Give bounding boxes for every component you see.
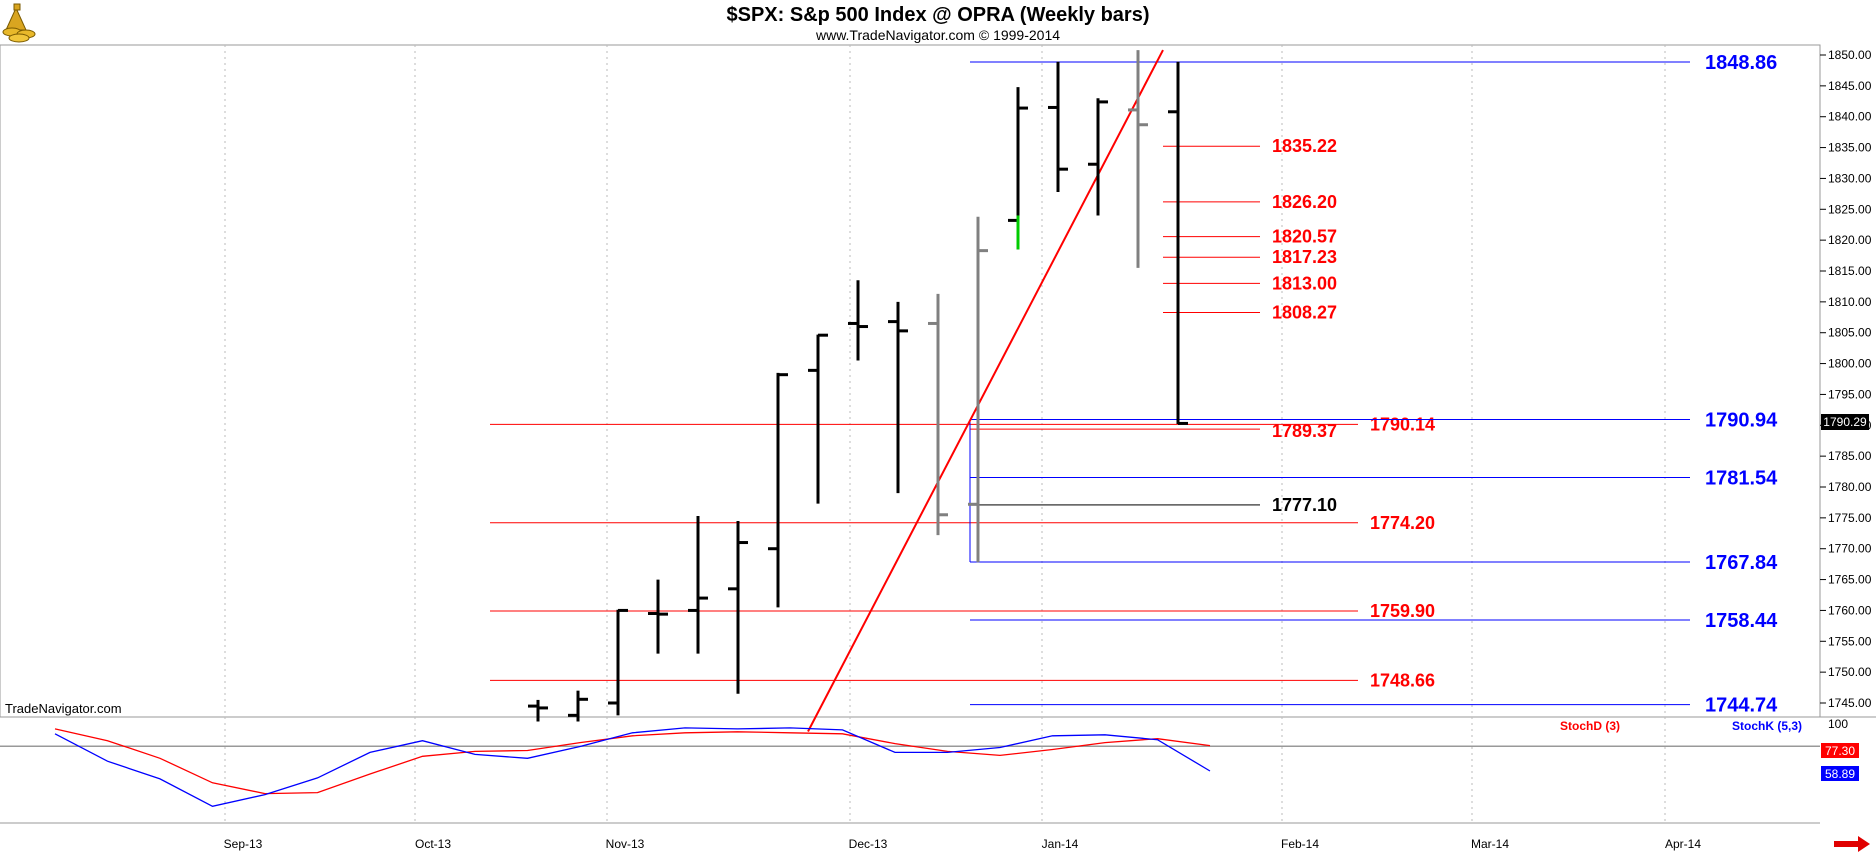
y-tick-label: 1750.00 (1828, 665, 1872, 679)
ohlc-bar (1088, 98, 1108, 216)
ohlc-bar (688, 516, 708, 654)
y-tick-label: 1810.00 (1828, 295, 1872, 309)
blue-level-label: 1744.74 (1705, 695, 1778, 717)
ohlc-bar (648, 579, 668, 654)
stochk-value: 58.89 (1825, 767, 1855, 781)
ohlc-bar (888, 301, 908, 494)
y-tick-label: 1770.00 (1828, 542, 1872, 556)
price-bars (528, 50, 1188, 722)
blue-level-label: 1781.54 (1705, 467, 1778, 489)
y-tick-label: 1845.00 (1828, 79, 1872, 93)
red-level-label: 1826.20 (1272, 192, 1337, 212)
y-tick-label: 1820.00 (1828, 233, 1872, 247)
x-tick-label: Apr-14 (1665, 837, 1701, 851)
ohlc-bar (608, 608, 628, 716)
chart-title: $SPX: S&p 500 Index @ OPRA (Weekly bars) (727, 4, 1150, 26)
red-level-label: 1759.90 (1370, 601, 1435, 621)
ohlc-bar (848, 280, 868, 361)
y-tick-label: 1835.00 (1828, 141, 1872, 155)
y-tick-label: 1805.00 (1828, 326, 1872, 340)
date-axis: Sep-13 Oct-13 Nov-13 Dec-13 Jan-14 Feb-14 Mar-… (224, 837, 1702, 851)
ohlc-bar (928, 293, 948, 536)
red-level-label: 1813.00 (1272, 273, 1337, 293)
red-level-label: 1748.66 (1370, 670, 1435, 690)
y-tick-label: 1755.00 (1828, 634, 1872, 648)
y-tick-label: 1815.00 (1828, 264, 1872, 278)
y-tick-label: 1850.00 (1828, 48, 1872, 62)
ohlc-bar (1048, 61, 1068, 193)
ohlc-bar (968, 216, 988, 563)
blue-level-label: 1758.44 (1705, 610, 1778, 632)
gold-coins-scale-logo-icon (2, 3, 36, 43)
y-tick-label: 1765.00 (1828, 573, 1872, 587)
stochk-line (54, 727, 1211, 807)
y-tick-label: 1830.00 (1828, 171, 1872, 185)
y-tick-label: 1785.00 (1828, 449, 1872, 463)
y-tick-label: 1760.00 (1828, 603, 1872, 617)
chart-subtitle: www.TradeNavigator.com © 1999-2014 (815, 27, 1060, 43)
ohlc-bar (808, 333, 828, 504)
blue-level-label: 1848.86 (1705, 52, 1777, 74)
last-price-value: 1790.29 (1823, 415, 1867, 429)
x-tick-label: Oct-13 (415, 837, 451, 851)
x-tick-label: Jan-14 (1042, 837, 1079, 851)
red-level-label: 1820.57 (1272, 227, 1337, 247)
x-tick-label: Feb-14 (1281, 837, 1319, 851)
y-tick-label: 1775.00 (1828, 511, 1872, 525)
stochd-line (54, 728, 1211, 795)
x-tick-label: Nov-13 (606, 837, 645, 851)
blue-level-label: 1767.84 (1705, 552, 1778, 574)
red-level-label: 1817.23 (1272, 247, 1337, 267)
y-tick-label: 1840.00 (1828, 110, 1872, 124)
stoch-tick-label: 100 (1828, 717, 1848, 731)
ohlc-bar (1008, 87, 1028, 250)
red-trendline (807, 49, 1164, 732)
stochd-legend: StochD (3) (1560, 719, 1620, 733)
ohlc-bar (728, 520, 748, 694)
grid-layer (224, 45, 1666, 823)
stochd-value-tag (1821, 743, 1859, 758)
y-tick-label: 1780.00 (1828, 480, 1872, 494)
ohlc-bar (768, 372, 788, 608)
y-tick-label: 1800.00 (1828, 357, 1872, 371)
red-level-label: 1835.22 (1272, 136, 1337, 156)
ohlc-bar (568, 690, 588, 722)
red-level-label: 1790.14 (1370, 414, 1435, 434)
stochk-value-tag (1821, 766, 1859, 781)
ohlc-bar (1168, 61, 1188, 425)
red-level-label: 1774.20 (1370, 513, 1435, 533)
red-right-arrow-icon[interactable] (1834, 836, 1870, 852)
y-tick-label: 1825.00 (1828, 202, 1872, 216)
x-tick-label: Dec-13 (849, 837, 888, 851)
x-tick-label: Sep-13 (224, 837, 263, 851)
y-tick-label: 1745.00 (1828, 696, 1872, 710)
stochk-legend: StochK (5,3) (1732, 719, 1802, 733)
price-axis: 1850.00 1845.00 1840.00 1835.00 1830.00 1825.… (1820, 48, 1872, 710)
price-panel (0, 44, 1821, 718)
red-level-label: 1808.27 (1272, 303, 1337, 323)
red-level-label: 1789.37 (1272, 421, 1337, 441)
ohlc-bar (528, 699, 548, 722)
trendline-layer (807, 49, 1164, 732)
black-level-label: 1777.10 (1272, 495, 1337, 515)
stochd-value: 77.30 (1825, 744, 1855, 758)
ohlc-bar (1128, 50, 1148, 268)
x-tick-label: Mar-14 (1471, 837, 1509, 851)
brand-watermark: TradeNavigator.com (5, 701, 122, 716)
y-tick-label: 1795.00 (1828, 387, 1872, 401)
last-price-tag: 1790.29 (1821, 414, 1869, 430)
blue-level-label: 1790.94 (1705, 409, 1778, 431)
